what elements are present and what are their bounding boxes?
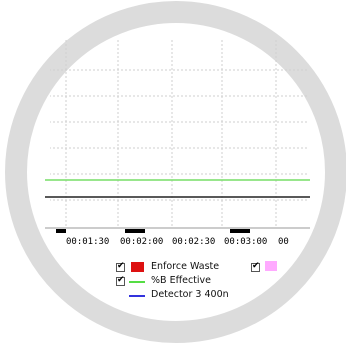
legend-label: Enforce Waste <box>151 261 220 272</box>
legend-checkbox[interactable] <box>116 261 125 272</box>
legend-swatch-line <box>129 295 145 297</box>
x-tick-label: 00:01:30 <box>66 237 110 247</box>
event-marker <box>125 229 145 233</box>
legend-swatch-line <box>129 281 145 283</box>
legend-label: %B Effective <box>151 275 212 286</box>
legend-swatch-box <box>265 261 277 271</box>
x-tick-label: 00:02:30 <box>172 237 216 247</box>
event-marker <box>230 229 250 233</box>
legend-checkbox[interactable] <box>116 275 125 286</box>
legend-swatch-box <box>131 262 144 272</box>
x-tick-label: 00:03:00 <box>224 237 268 247</box>
x-tick-label: 00:02:00 <box>120 237 164 247</box>
lens-ring <box>5 1 346 343</box>
legend-checkbox[interactable] <box>251 261 260 272</box>
x-tick-label: 00 <box>278 237 289 247</box>
grid <box>50 40 308 228</box>
event-marker <box>56 229 66 233</box>
legend-label: Detector 3 400n <box>151 289 229 300</box>
